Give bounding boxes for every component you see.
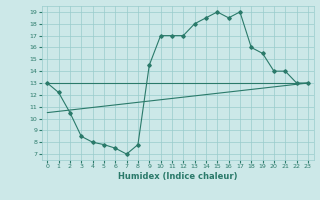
- X-axis label: Humidex (Indice chaleur): Humidex (Indice chaleur): [118, 172, 237, 181]
